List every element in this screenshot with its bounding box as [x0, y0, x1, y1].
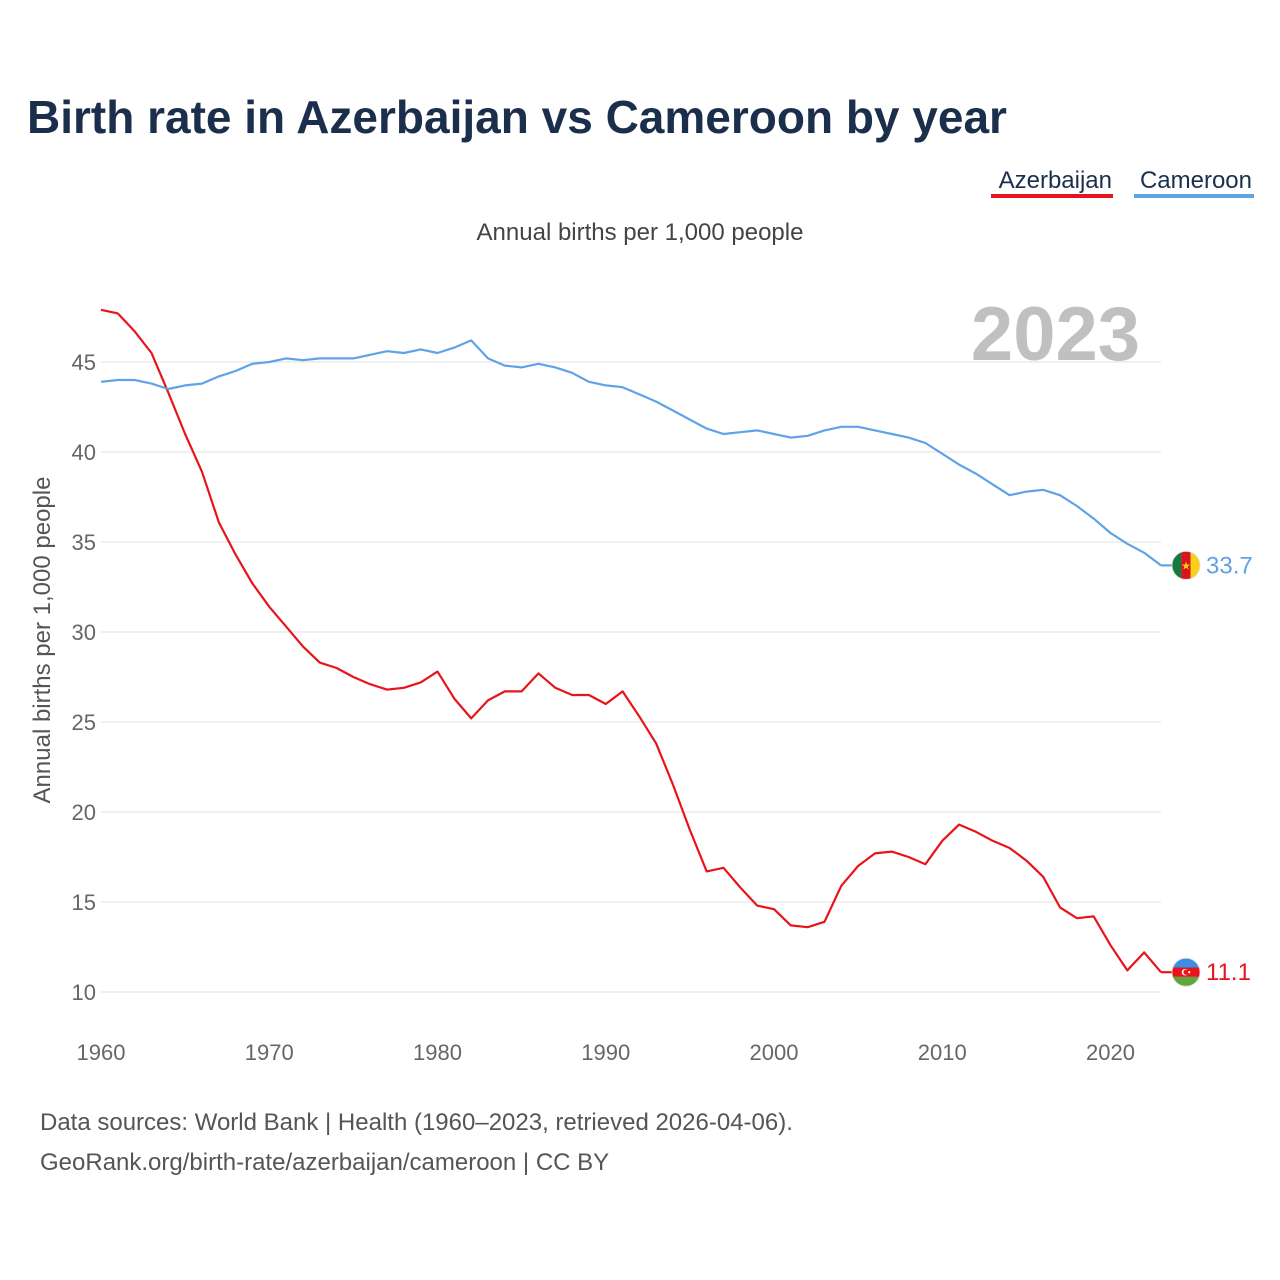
y-tick-40: 40	[72, 440, 96, 465]
y-axis-label: Annual births per 1,000 people	[29, 477, 56, 804]
gridlines	[101, 361, 1161, 993]
end-label-cameroon: 33.7	[1206, 552, 1253, 579]
series-end-markers: 11.1 ★ 33.7	[1161, 551, 1253, 987]
chart-title: Birth rate in Azerbaijan vs Cameroon by …	[27, 91, 1007, 143]
x-tick-1990: 1990	[581, 1040, 630, 1065]
legend: Azerbaijan Cameroon	[991, 167, 1254, 198]
x-tick-labels: 1960 1970 1980 1990 2000 2010 2020	[77, 1040, 1135, 1065]
series-line-cameroon	[100, 339, 1162, 567]
legend-item-azerbaijan[interactable]: Azerbaijan	[999, 167, 1112, 194]
azerbaijan-flag-icon	[1171, 957, 1201, 987]
x-tick-1980: 1980	[413, 1040, 462, 1065]
end-label-azerbaijan: 11.1	[1206, 959, 1251, 986]
x-tick-2010: 2010	[918, 1040, 967, 1065]
y-tick-35: 35	[72, 530, 96, 555]
source-line-2: GeoRank.org/birth-rate/azerbaijan/camero…	[40, 1149, 609, 1176]
legend-item-cameroon[interactable]: Cameroon	[1140, 167, 1252, 194]
x-tick-2000: 2000	[750, 1040, 799, 1065]
legend-swatch-cameroon	[1134, 194, 1254, 198]
y-tick-15: 15	[72, 890, 96, 915]
x-tick-2020: 2020	[1086, 1040, 1135, 1065]
x-tick-1970: 1970	[245, 1040, 294, 1065]
y-tick-30: 30	[72, 620, 96, 645]
cameroon-flag-icon: ★	[1171, 551, 1201, 580]
y-tick-labels: 10 15 20 25 30 35 40 45	[72, 350, 96, 1005]
x-tick-1960: 1960	[77, 1040, 126, 1065]
series-lines	[100, 308, 1162, 973]
svg-text:★: ★	[1181, 560, 1191, 572]
legend-swatch-azerbaijan	[991, 194, 1113, 198]
series-line-azerbaijan	[100, 308, 1162, 973]
source-line-1: Data sources: World Bank | Health (1960–…	[40, 1109, 793, 1136]
y-tick-20: 20	[72, 800, 96, 825]
y-tick-10: 10	[72, 980, 96, 1005]
y-tick-25: 25	[72, 710, 96, 735]
current-year-label: 2023	[971, 292, 1140, 377]
y-tick-45: 45	[72, 350, 96, 375]
chart-subtitle: Annual births per 1,000 people	[477, 219, 804, 246]
